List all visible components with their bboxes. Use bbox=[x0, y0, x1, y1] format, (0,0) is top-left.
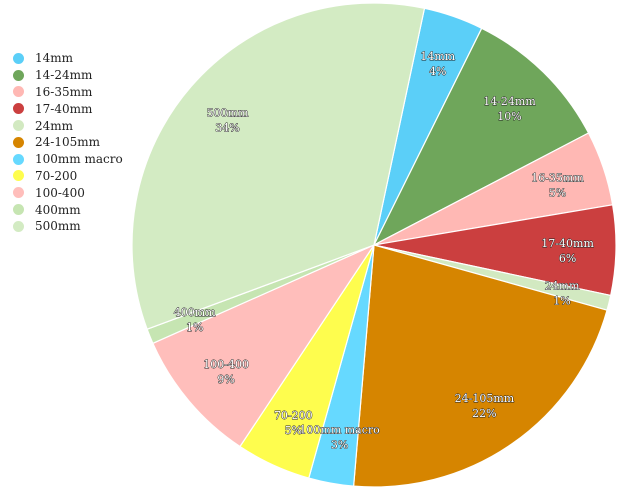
legend-item: 100mm macro bbox=[13, 151, 123, 168]
legend-swatch-icon bbox=[13, 103, 24, 115]
slice-percent-label: 1% bbox=[553, 294, 570, 307]
legend-swatch-icon bbox=[13, 136, 24, 148]
slice-percent-label: 6% bbox=[559, 252, 576, 265]
legend-item: 500mm bbox=[13, 218, 123, 235]
legend-label: 500mm bbox=[35, 219, 81, 234]
pie-slice bbox=[152, 243, 376, 448]
legend-label: 24-105mm bbox=[35, 135, 100, 150]
legend-label: 400mm bbox=[35, 202, 81, 217]
pie-slice bbox=[372, 27, 590, 247]
legend-item: 14mm bbox=[13, 50, 123, 67]
slice-name-label: 14-24mm bbox=[483, 95, 536, 108]
legend-item: 24mm bbox=[13, 117, 123, 134]
slice-percent-label: 1% bbox=[186, 321, 203, 334]
slice-percent-label: 22% bbox=[472, 407, 496, 420]
legend-swatch-icon bbox=[13, 69, 24, 81]
legend-label: 70-200 bbox=[35, 168, 78, 183]
legend-item: 400mm bbox=[13, 201, 123, 218]
legend-swatch-icon bbox=[13, 220, 24, 232]
slice-percent-label: 9% bbox=[217, 373, 234, 386]
slice-percent-label: 5% bbox=[549, 186, 566, 199]
legend-label: 17-40mm bbox=[35, 101, 93, 116]
legend-label: 14-24mm bbox=[35, 68, 93, 83]
legend-item: 16-35mm bbox=[13, 84, 123, 101]
slice-name-label: 24mm bbox=[545, 279, 580, 292]
legend-swatch-icon bbox=[13, 52, 24, 64]
legend-swatch-icon bbox=[13, 120, 24, 132]
legend-item: 17-40mm bbox=[13, 100, 123, 117]
pie-slice bbox=[131, 2, 426, 331]
legend-item: 70-200 bbox=[13, 168, 123, 185]
pie-slice bbox=[352, 244, 608, 488]
legend-swatch-icon bbox=[13, 187, 24, 199]
slice-name-label: 17-40mm bbox=[541, 237, 594, 250]
legend-item: 24-105mm bbox=[13, 134, 123, 151]
legend-label: 24mm bbox=[35, 118, 74, 133]
slice-name-label: 24-105mm bbox=[455, 392, 515, 405]
slice-name-label: 14mm bbox=[420, 50, 455, 63]
slice-name-label: 400mm bbox=[174, 306, 216, 319]
slice-percent-label: 4% bbox=[429, 65, 446, 78]
legend-label: 14mm bbox=[35, 51, 74, 66]
legend: 14mm 14-24mm 16-35mm 17-40mm 24mm 24-105mm 100… bbox=[13, 50, 123, 235]
slice-percent-label: 10% bbox=[497, 110, 521, 123]
pie-slice-labels: 14mm 4% 14-24mm 10% 16-35mm 5% 17-40mm 6% 24mm 1%… bbox=[173, 50, 595, 452]
slice-percent-label: 34% bbox=[215, 121, 239, 134]
legend-swatch-icon bbox=[13, 86, 24, 98]
legend-label: 16-35mm bbox=[35, 84, 93, 99]
slice-percent-label: 3% bbox=[331, 439, 348, 452]
legend-label: 100-400 bbox=[35, 185, 85, 200]
slice-name-label: 100mm macro bbox=[299, 424, 380, 437]
legend-label: 100mm macro bbox=[35, 152, 123, 167]
legend-item: 14-24mm bbox=[13, 67, 123, 84]
legend-item: 100-400 bbox=[13, 184, 123, 201]
pie-slices bbox=[131, 2, 617, 488]
slice-name-label: 70-200 bbox=[274, 409, 313, 422]
slice-name-label: 500mm bbox=[207, 106, 249, 119]
slice-name-label: 100-400 bbox=[203, 358, 249, 371]
legend-swatch-icon bbox=[13, 170, 24, 182]
legend-swatch-icon bbox=[13, 153, 24, 165]
legend-swatch-icon bbox=[13, 204, 24, 216]
slice-name-label: 16-35mm bbox=[531, 171, 584, 184]
slice-percent-label: 5% bbox=[285, 424, 302, 437]
